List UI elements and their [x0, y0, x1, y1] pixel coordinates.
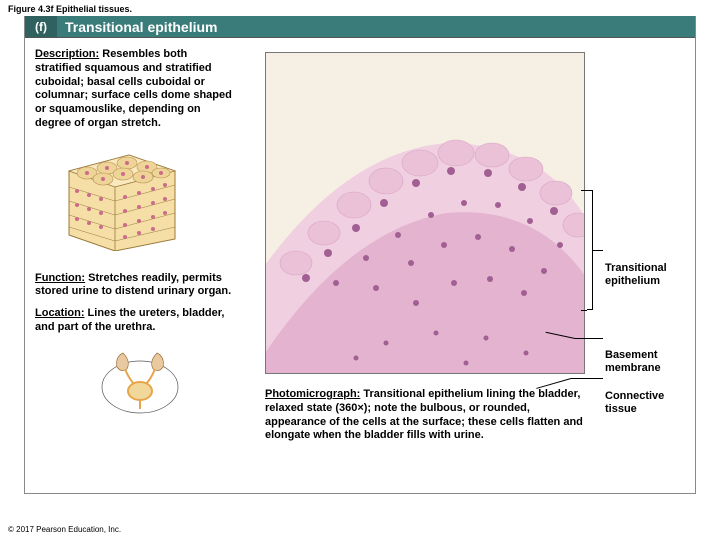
photomicrograph-caption: Photomicrograph: Transitional epithelium… [265, 388, 585, 443]
leader-basement [575, 338, 603, 339]
description-text: Resembles both stratified squamous and s… [35, 48, 232, 129]
urinary-illustration [95, 343, 235, 420]
description-block: Description: Resembles both stratified s… [35, 48, 235, 131]
leader-transitional-top [581, 190, 587, 191]
leader-transitional [593, 250, 603, 251]
callout-basement: Basement membrane [605, 349, 695, 375]
figure-caption: Figure 4.3f Epithelial tissues. [0, 0, 720, 16]
leader-connective [571, 378, 603, 379]
callout-connective: Connective tissue [605, 390, 695, 416]
callout-transitional: Transitional epithelium [605, 262, 695, 288]
tissue-cube-illustration [57, 141, 235, 256]
tissue-panel: (f) Transitional epithelium Description:… [24, 16, 696, 494]
function-block: Function: Stretches readily, permits sto… [35, 272, 245, 300]
copyright-text: © 2017 Pearson Education, Inc. [8, 525, 121, 534]
photomicrograph-image [265, 52, 585, 374]
left-column: Description: Resembles both stratified s… [35, 48, 235, 420]
photo-label: Photomicrograph: [265, 388, 360, 400]
panel-tag: (f) [25, 16, 57, 37]
panel-title: Transitional epithelium [57, 19, 217, 35]
function-label: Function: [35, 272, 85, 284]
location-label: Location: [35, 307, 85, 319]
panel-header: (f) Transitional epithelium [25, 16, 695, 38]
location-block: Location: Lines the ureters, bladder, an… [35, 307, 245, 335]
leader-transitional-bot [581, 310, 587, 311]
description-label: Description: [35, 48, 99, 60]
